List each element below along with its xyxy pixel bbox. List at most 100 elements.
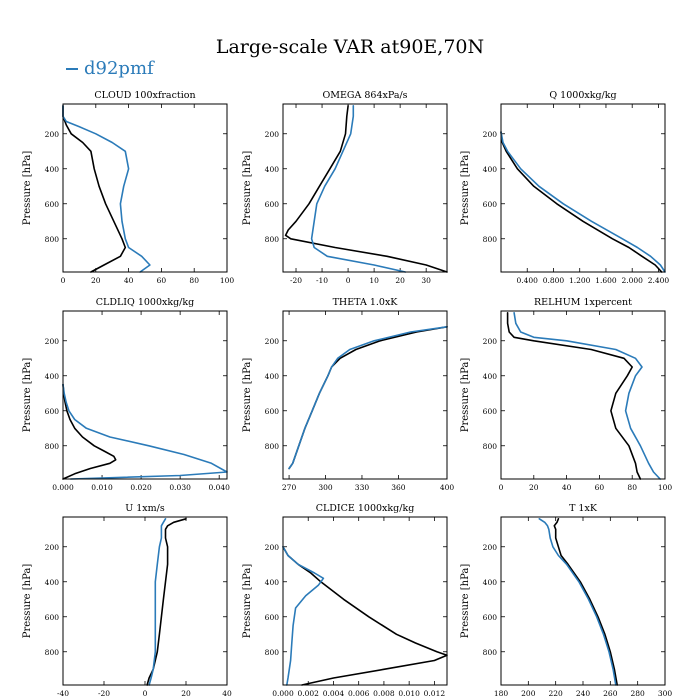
x-tick-label: 0.400 — [516, 276, 538, 285]
x-tick-label: 0 — [499, 483, 504, 492]
x-tick-label: 0.010 — [91, 483, 113, 492]
x-tick-label: 20 — [181, 689, 191, 698]
x-tick-label: 100 — [220, 276, 235, 285]
figure-title: Large-scale VAR at90E,70N — [215, 36, 485, 58]
x-tick-label: 280 — [631, 689, 646, 698]
panel-frame — [500, 516, 666, 686]
x-tick-label: -20 — [98, 689, 110, 698]
series-line-d92pmf — [538, 517, 617, 686]
x-tick-label: 0.000 — [272, 689, 294, 698]
x-tick-label: 60 — [157, 276, 167, 285]
y-tick-label: 600 — [265, 613, 280, 622]
y-tick-label: 400 — [45, 578, 60, 587]
y-axis-label: Pressure [hPa] — [22, 358, 33, 433]
y-tick-label: 400 — [45, 165, 60, 174]
series-line-reference — [62, 105, 127, 273]
x-tick-label: 20 — [91, 276, 101, 285]
y-tick-label: 800 — [265, 235, 280, 244]
y-tick-label: 800 — [265, 648, 280, 657]
x-tick-label: 2.000 — [621, 276, 643, 285]
x-tick-label: 2.400 — [648, 276, 670, 285]
y-axis-label: Pressure [hPa] — [22, 564, 33, 639]
x-tick-label: 1.600 — [595, 276, 617, 285]
x-tick-label: 0 — [143, 689, 148, 698]
series-line-d92pmf — [62, 105, 151, 273]
series-line-reference — [506, 311, 642, 480]
y-axis-label: Pressure [hPa] — [460, 564, 471, 639]
x-tick-label: 400 — [440, 483, 455, 492]
series-line-d92pmf — [288, 325, 448, 470]
panel-title: CLDLIQ 1000xkg/kg — [96, 297, 194, 308]
y-tick-label: 200 — [45, 130, 60, 139]
panel-frame — [282, 516, 448, 686]
x-tick-label: 80 — [189, 276, 199, 285]
y-tick-label: 400 — [265, 165, 280, 174]
y-tick-label: 800 — [483, 648, 498, 657]
y-axis-label: Pressure [hPa] — [460, 151, 471, 226]
y-tick-label: 800 — [45, 648, 60, 657]
series-line-reference — [146, 517, 187, 686]
y-tick-label: 600 — [45, 407, 60, 416]
x-tick-label: 0.800 — [543, 276, 565, 285]
panel-frame — [500, 310, 666, 480]
series-line-d92pmf — [62, 383, 228, 480]
x-tick-label: 0.008 — [373, 689, 395, 698]
x-tick-label: 330 — [355, 483, 370, 492]
panel-frame — [282, 103, 448, 273]
y-axis-label: Pressure [hPa] — [242, 358, 253, 433]
panel-title: OMEGA 864xPa/s — [322, 90, 407, 101]
x-tick-label: 0.004 — [323, 689, 345, 698]
panel-frame — [62, 310, 228, 480]
y-tick-label: 200 — [45, 543, 60, 552]
series-line-reference — [62, 383, 117, 480]
y-axis-label: Pressure [hPa] — [22, 151, 33, 226]
y-tick-label: 400 — [483, 372, 498, 381]
x-tick-label: 360 — [391, 483, 406, 492]
y-tick-label: 200 — [265, 130, 280, 139]
x-tick-label: 300 — [318, 483, 333, 492]
y-tick-label: 800 — [265, 442, 280, 451]
y-tick-label: 800 — [483, 442, 498, 451]
x-tick-label: 10 — [369, 276, 379, 285]
chart-panel: OMEGA 864xPa/s Pressure [hPa] -20 -10 0 10 20 3… — [242, 90, 448, 285]
panel-title: RELHUM 1xpercent — [534, 297, 632, 308]
series-line-d92pmf — [513, 311, 661, 480]
legend-line-icon — [66, 68, 78, 70]
x-tick-label: 270 — [282, 483, 297, 492]
y-tick-label: 200 — [45, 337, 60, 346]
x-tick-label: 260 — [603, 689, 618, 698]
x-tick-label: 0.010 — [398, 689, 420, 698]
panel-frame — [282, 310, 448, 480]
x-tick-label: -40 — [57, 689, 69, 698]
y-tick-label: 600 — [483, 613, 498, 622]
chart-panel: U 1xm/s Pressure [hPa] -40 -20 0 20 40 200 400 60… — [22, 503, 232, 698]
chart-panel: T 1xK Pressure [hPa] 180 200 220 240 260 280 300… — [460, 503, 672, 698]
legend: d92pmf — [66, 58, 154, 79]
y-tick-label: 800 — [483, 235, 498, 244]
y-tick-label: 400 — [483, 578, 498, 587]
x-tick-label: 0.040 — [208, 483, 230, 492]
x-tick-label: -20 — [290, 276, 302, 285]
series-line-d92pmf — [148, 517, 167, 686]
x-tick-label: 80 — [627, 483, 637, 492]
x-tick-label: 40 — [124, 276, 134, 285]
y-tick-label: 600 — [265, 407, 280, 416]
x-tick-label: 20 — [395, 276, 405, 285]
x-tick-label: 0.002 — [297, 689, 319, 698]
x-tick-label: 0 — [61, 276, 66, 285]
x-tick-label: 100 — [658, 483, 673, 492]
x-tick-label: 200 — [521, 689, 536, 698]
x-tick-label: 0 — [346, 276, 351, 285]
y-tick-label: 600 — [483, 200, 498, 209]
panel-title: THETA 1.0xK — [333, 297, 399, 308]
chart-panel: THETA 1.0xK Pressure [hPa] 270 300 330 360 400… — [242, 297, 454, 492]
x-tick-label: -10 — [316, 276, 328, 285]
y-tick-label: 400 — [265, 372, 280, 381]
y-tick-label: 200 — [265, 543, 280, 552]
y-tick-label: 600 — [45, 200, 60, 209]
panel-title: T 1xK — [569, 503, 598, 514]
x-tick-label: 0.030 — [169, 483, 191, 492]
x-tick-label: 30 — [421, 276, 431, 285]
